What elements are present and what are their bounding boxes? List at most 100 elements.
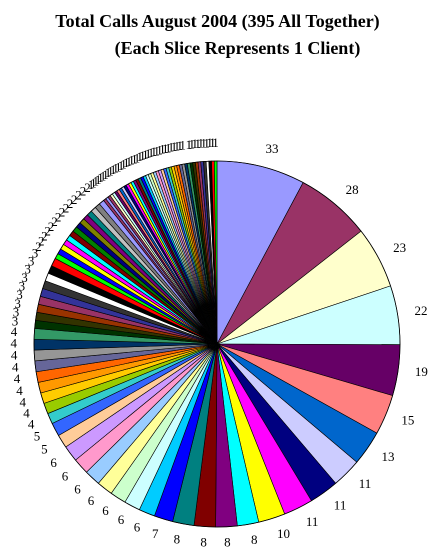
pie-outline — [33, 160, 401, 528]
slice-label: 6 — [118, 512, 125, 527]
slice-label: 1 — [126, 154, 133, 169]
slice-label: 2 — [80, 184, 87, 199]
slice-label: 2 — [51, 214, 58, 229]
chart-subtitle: (Each Slice Represents 1 Client) — [114, 38, 361, 58]
slice-label: 1 — [110, 162, 117, 177]
slice-label: 22 — [415, 303, 428, 318]
slice-label: 1 — [206, 135, 213, 150]
slice-label: 13 — [382, 449, 395, 464]
slice-label: 4 — [23, 405, 30, 420]
slice-label: 1 — [209, 135, 216, 150]
slice-label: 1 — [174, 138, 181, 153]
slice-label: 2 — [35, 239, 42, 254]
slice-label: 3 — [16, 287, 23, 302]
slice-label: 1 — [97, 170, 104, 185]
slice-label: 4 — [28, 416, 35, 431]
slice-label: 2 — [75, 188, 82, 203]
slice-label: 1 — [112, 161, 119, 176]
slice-label: 1 — [120, 156, 127, 171]
slice-label: 1 — [134, 150, 141, 165]
slice-label: 2 — [48, 219, 55, 234]
slice-label: 6 — [134, 520, 141, 535]
slice-label: 15 — [401, 412, 414, 427]
slice-label: 2 — [67, 196, 74, 211]
slice-label: 1 — [194, 136, 201, 151]
slice-label: 2 — [71, 192, 78, 207]
slice-label: 33 — [266, 141, 279, 156]
slice-label: 19 — [415, 364, 428, 379]
slice-label: 8 — [200, 535, 207, 550]
slice-label: 1 — [171, 139, 178, 154]
slice-label: 4 — [12, 359, 19, 374]
slice-label: 3 — [28, 253, 35, 268]
slice-label: 4 — [20, 394, 27, 409]
slice-label: 11 — [359, 476, 372, 491]
slice-label: 8 — [224, 535, 231, 550]
slice-label: 1 — [156, 142, 163, 157]
slice-label: 1 — [95, 172, 102, 187]
slice-label: 1 — [131, 151, 138, 166]
slice-label: 1 — [212, 135, 219, 150]
slice-label: 2 — [63, 200, 70, 215]
slice-label: 1 — [189, 137, 196, 152]
slice-label: 4 — [16, 383, 23, 398]
slice-label: 1 — [90, 175, 97, 190]
slice-label: 6 — [102, 503, 109, 518]
slice-label: 2 — [44, 224, 51, 239]
slice-label: 1 — [93, 173, 100, 188]
slice-label: 1 — [128, 153, 135, 168]
slice-label: 1 — [88, 177, 95, 192]
slice-label: 1 — [162, 141, 169, 156]
slice-label: 1 — [137, 149, 144, 164]
slice-label: 3 — [24, 262, 31, 277]
slice-label: 11 — [306, 514, 319, 529]
slice-label: 28 — [346, 182, 359, 197]
slice-label: 6 — [88, 493, 95, 508]
slice-label: 1 — [123, 155, 130, 170]
slice-label: 3 — [21, 270, 28, 285]
slice-label: 1 — [148, 145, 155, 160]
slice-label: 1 — [192, 136, 199, 151]
slice-label: 3 — [13, 305, 20, 320]
slice-label: 1 — [186, 137, 193, 152]
slice-label: 1 — [153, 143, 160, 158]
slice-label: 5 — [34, 428, 41, 443]
slice-label: 2 — [38, 234, 45, 249]
slice-label: 1 — [102, 167, 109, 182]
slice-label: 3 — [14, 296, 21, 311]
slice-label: 3 — [19, 279, 26, 294]
slice-label: 1 — [139, 148, 146, 163]
slice-label: 1 — [168, 140, 175, 155]
slice-label: 1 — [177, 138, 184, 153]
slice-label: 2 — [41, 229, 48, 244]
slice-label: 4 — [14, 371, 21, 386]
slice-label: 23 — [393, 240, 406, 255]
slice-label: 3 — [32, 245, 39, 260]
slice-label: 1 — [197, 136, 204, 151]
slice-label: 6 — [74, 481, 81, 496]
slice-label: 1 — [165, 140, 172, 155]
slice-label: 10 — [277, 526, 290, 541]
slice-label: 8 — [251, 532, 258, 547]
slice-label: 4 — [11, 324, 18, 339]
slice-label: 4 — [11, 336, 18, 351]
slice-label: 7 — [152, 526, 159, 541]
slice-label: 1 — [118, 158, 125, 173]
slice-label: 2 — [59, 205, 66, 220]
slice-label: 1 — [115, 159, 122, 174]
slice-label: 1 — [159, 142, 166, 157]
slice-label: 8 — [174, 532, 181, 547]
slice-label: 1 — [200, 135, 207, 150]
slice-label: 1 — [142, 147, 149, 162]
slice-label: 2 — [55, 209, 62, 224]
slice-label: 1 — [100, 168, 107, 183]
chart-title: Total Calls August 2004 (395 All Togethe… — [55, 11, 380, 31]
slice-label: 6 — [62, 469, 69, 484]
slice-label: 2 — [84, 180, 91, 195]
slice-label: 6 — [50, 455, 57, 470]
slice-label: 1 — [145, 146, 152, 161]
slice-label: 1 — [203, 135, 210, 150]
slice-label: 1 — [151, 144, 158, 159]
slice-label: 3 — [12, 313, 19, 328]
